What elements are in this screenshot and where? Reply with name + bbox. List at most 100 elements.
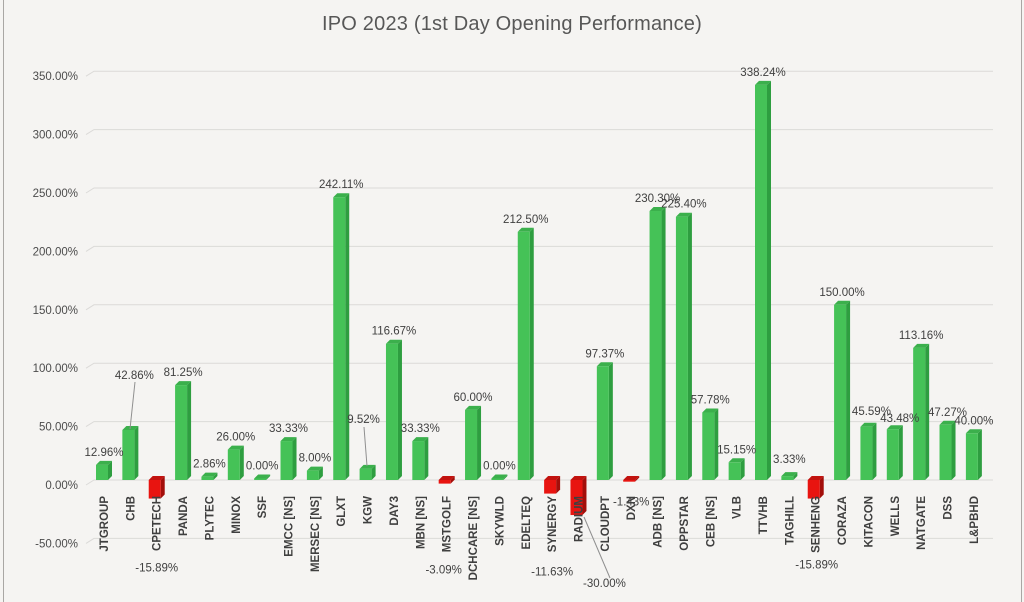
bar-OPPSTAR <box>675 216 688 481</box>
bar-top-EMCC [NS] <box>280 437 297 442</box>
gridline <box>85 245 993 252</box>
bar-top-PLYTEC <box>201 472 218 477</box>
bar-side-JTGROUP <box>108 460 112 480</box>
bar-CPETECH <box>148 480 161 499</box>
bar-TTVHB <box>755 84 767 481</box>
bar-side-MERSEC [NS] <box>318 466 323 480</box>
bar-value-label-KGW: 9.52% <box>347 414 380 426</box>
bar-top-TTVHB <box>755 80 771 85</box>
bar-value-label-VLB: 15.15% <box>717 444 756 456</box>
category-label-TTVHB: TTVHB <box>758 496 770 534</box>
chart-title: IPO 2023 (1st Day Opening Performance) <box>321 13 702 35</box>
bar-top-SYNERGY <box>544 476 561 480</box>
bar-value-label-TAGHILL: 3.33% <box>773 454 806 466</box>
bar-top-NATGATE <box>913 343 930 348</box>
bar-PANDA <box>175 385 188 480</box>
category-label-OPPSTAR: OPPSTAR <box>679 495 691 550</box>
bar-top-WELLS <box>886 425 903 430</box>
bar-value-label-GLXT: 242.11% <box>319 179 364 191</box>
y-axis-tick-label: 300.00% <box>33 130 78 142</box>
bar-SSF <box>254 478 267 480</box>
bar-value-label-RADIUM: -30.00% <box>583 578 626 590</box>
bar-side-ADB [NS] <box>661 207 666 481</box>
bar-side-EMCC [NS] <box>292 437 297 480</box>
bar-side-DAY3 <box>397 339 402 480</box>
bar-side-SENHENG <box>819 476 824 499</box>
gridline <box>85 362 993 369</box>
bar-value-label-MSTGOLF: -3.09% <box>425 565 461 577</box>
bar-side-SSF <box>266 474 271 480</box>
bar-ADB [NS] <box>649 211 662 481</box>
category-label-VLB: VLB <box>732 496 744 519</box>
bar-side-OPPSTAR <box>687 212 692 481</box>
category-label-SSF: SSF <box>257 496 269 518</box>
bar-value-label-SYNERGY: -11.63% <box>531 567 573 579</box>
bar-value-label-L&PBHD: 40.00% <box>954 415 993 427</box>
gridline <box>85 304 993 311</box>
category-label-SENHENG: SENHENG <box>811 496 823 553</box>
bar-side-NATGATE <box>925 343 930 480</box>
bar-RADIUM <box>570 480 583 516</box>
bar-VLB <box>728 462 741 480</box>
category-label-MBN [NS]: MBN [NS] <box>415 496 427 549</box>
bar-side-KGW <box>371 464 376 480</box>
bar-value-label-MERSEC [NS]: 8.00% <box>299 453 332 465</box>
bar-value-label-PLYTEC: 2.86% <box>193 459 226 471</box>
bar-top-RADIUM <box>570 476 587 480</box>
gridline <box>85 187 993 194</box>
category-label-EDELTEQ: EDELTEQ <box>521 496 533 550</box>
bar-side-DXN <box>635 476 640 482</box>
bar-top-PANDA <box>175 381 192 386</box>
bar-side-DCHCARE [NS] <box>477 405 482 480</box>
bar-L&PBHD <box>965 433 978 480</box>
bar-side-RADIUM <box>582 476 587 516</box>
bar-side-SYNERGY <box>556 476 561 494</box>
y-axis-tick-label: 50.00% <box>39 422 78 434</box>
bar-top-VLB <box>728 458 745 463</box>
bar-side-PLYTEC <box>213 472 218 480</box>
bar-DCHCARE [NS] <box>465 409 478 480</box>
bar-side-DSS <box>951 420 956 480</box>
category-label-TAGHILL: TAGHILL <box>784 496 796 545</box>
bar-top-SKYWLD <box>491 474 508 479</box>
bar-EMCC [NS] <box>280 441 293 480</box>
bar-NATGATE <box>913 347 926 480</box>
bar-value-label-SKYWLD: 0.00% <box>483 461 516 473</box>
bar-value-label-DXN: -1.43% <box>613 497 649 509</box>
bar-top-JTGROUP <box>96 460 112 465</box>
bar-KGW <box>359 468 372 480</box>
bar-DAY3 <box>385 343 398 480</box>
category-label-CEB [NS]: CEB [NS] <box>705 496 717 547</box>
bar-top-KGW <box>359 464 376 469</box>
bar-MBN [NS] <box>412 441 425 480</box>
bar-value-label-NATGATE: 113.16% <box>899 330 944 342</box>
category-label-KITACON: KITACON <box>863 496 875 548</box>
bar-value-label-CEB [NS]: 57.78% <box>691 395 730 407</box>
bar-side-WELLS <box>898 425 903 480</box>
category-label-NATGATE: NATGATE <box>916 496 928 550</box>
bar-CORAZA <box>834 304 847 480</box>
category-label-DCHCARE [NS]: DCHCARE [NS] <box>468 496 480 581</box>
bar-SENHENG <box>807 480 820 499</box>
bar-MINOX <box>227 449 240 480</box>
bar-top-EDELTEQ <box>517 227 534 232</box>
bar-top-MINOX <box>227 445 244 450</box>
bar-CEB [NS] <box>702 412 715 480</box>
bar-CHB <box>122 429 135 480</box>
bar-value-label-MBN [NS]: 33.33% <box>401 423 440 435</box>
bar-GLXT <box>333 197 346 480</box>
bar-top-TAGHILL <box>781 472 798 477</box>
bar-value-label-EMCC [NS]: 33.33% <box>269 423 308 435</box>
bar-top-ADB [NS] <box>649 207 666 212</box>
bar-value-label-JTGROUP: 12.96% <box>84 447 123 459</box>
bar-value-label-DCHCARE [NS]: 60.00% <box>454 392 493 404</box>
bar-side-CEB [NS] <box>714 408 719 480</box>
bar-top-DXN <box>623 476 640 480</box>
bar-side-CPETECH <box>160 476 165 499</box>
bar-top-MERSEC [NS] <box>306 466 323 471</box>
y-axis-tick-label: 150.00% <box>33 305 78 317</box>
bar-value-label-WELLS: 43.48% <box>880 413 919 425</box>
y-axis-tick-label: 100.00% <box>33 363 78 375</box>
gridline <box>85 421 993 428</box>
